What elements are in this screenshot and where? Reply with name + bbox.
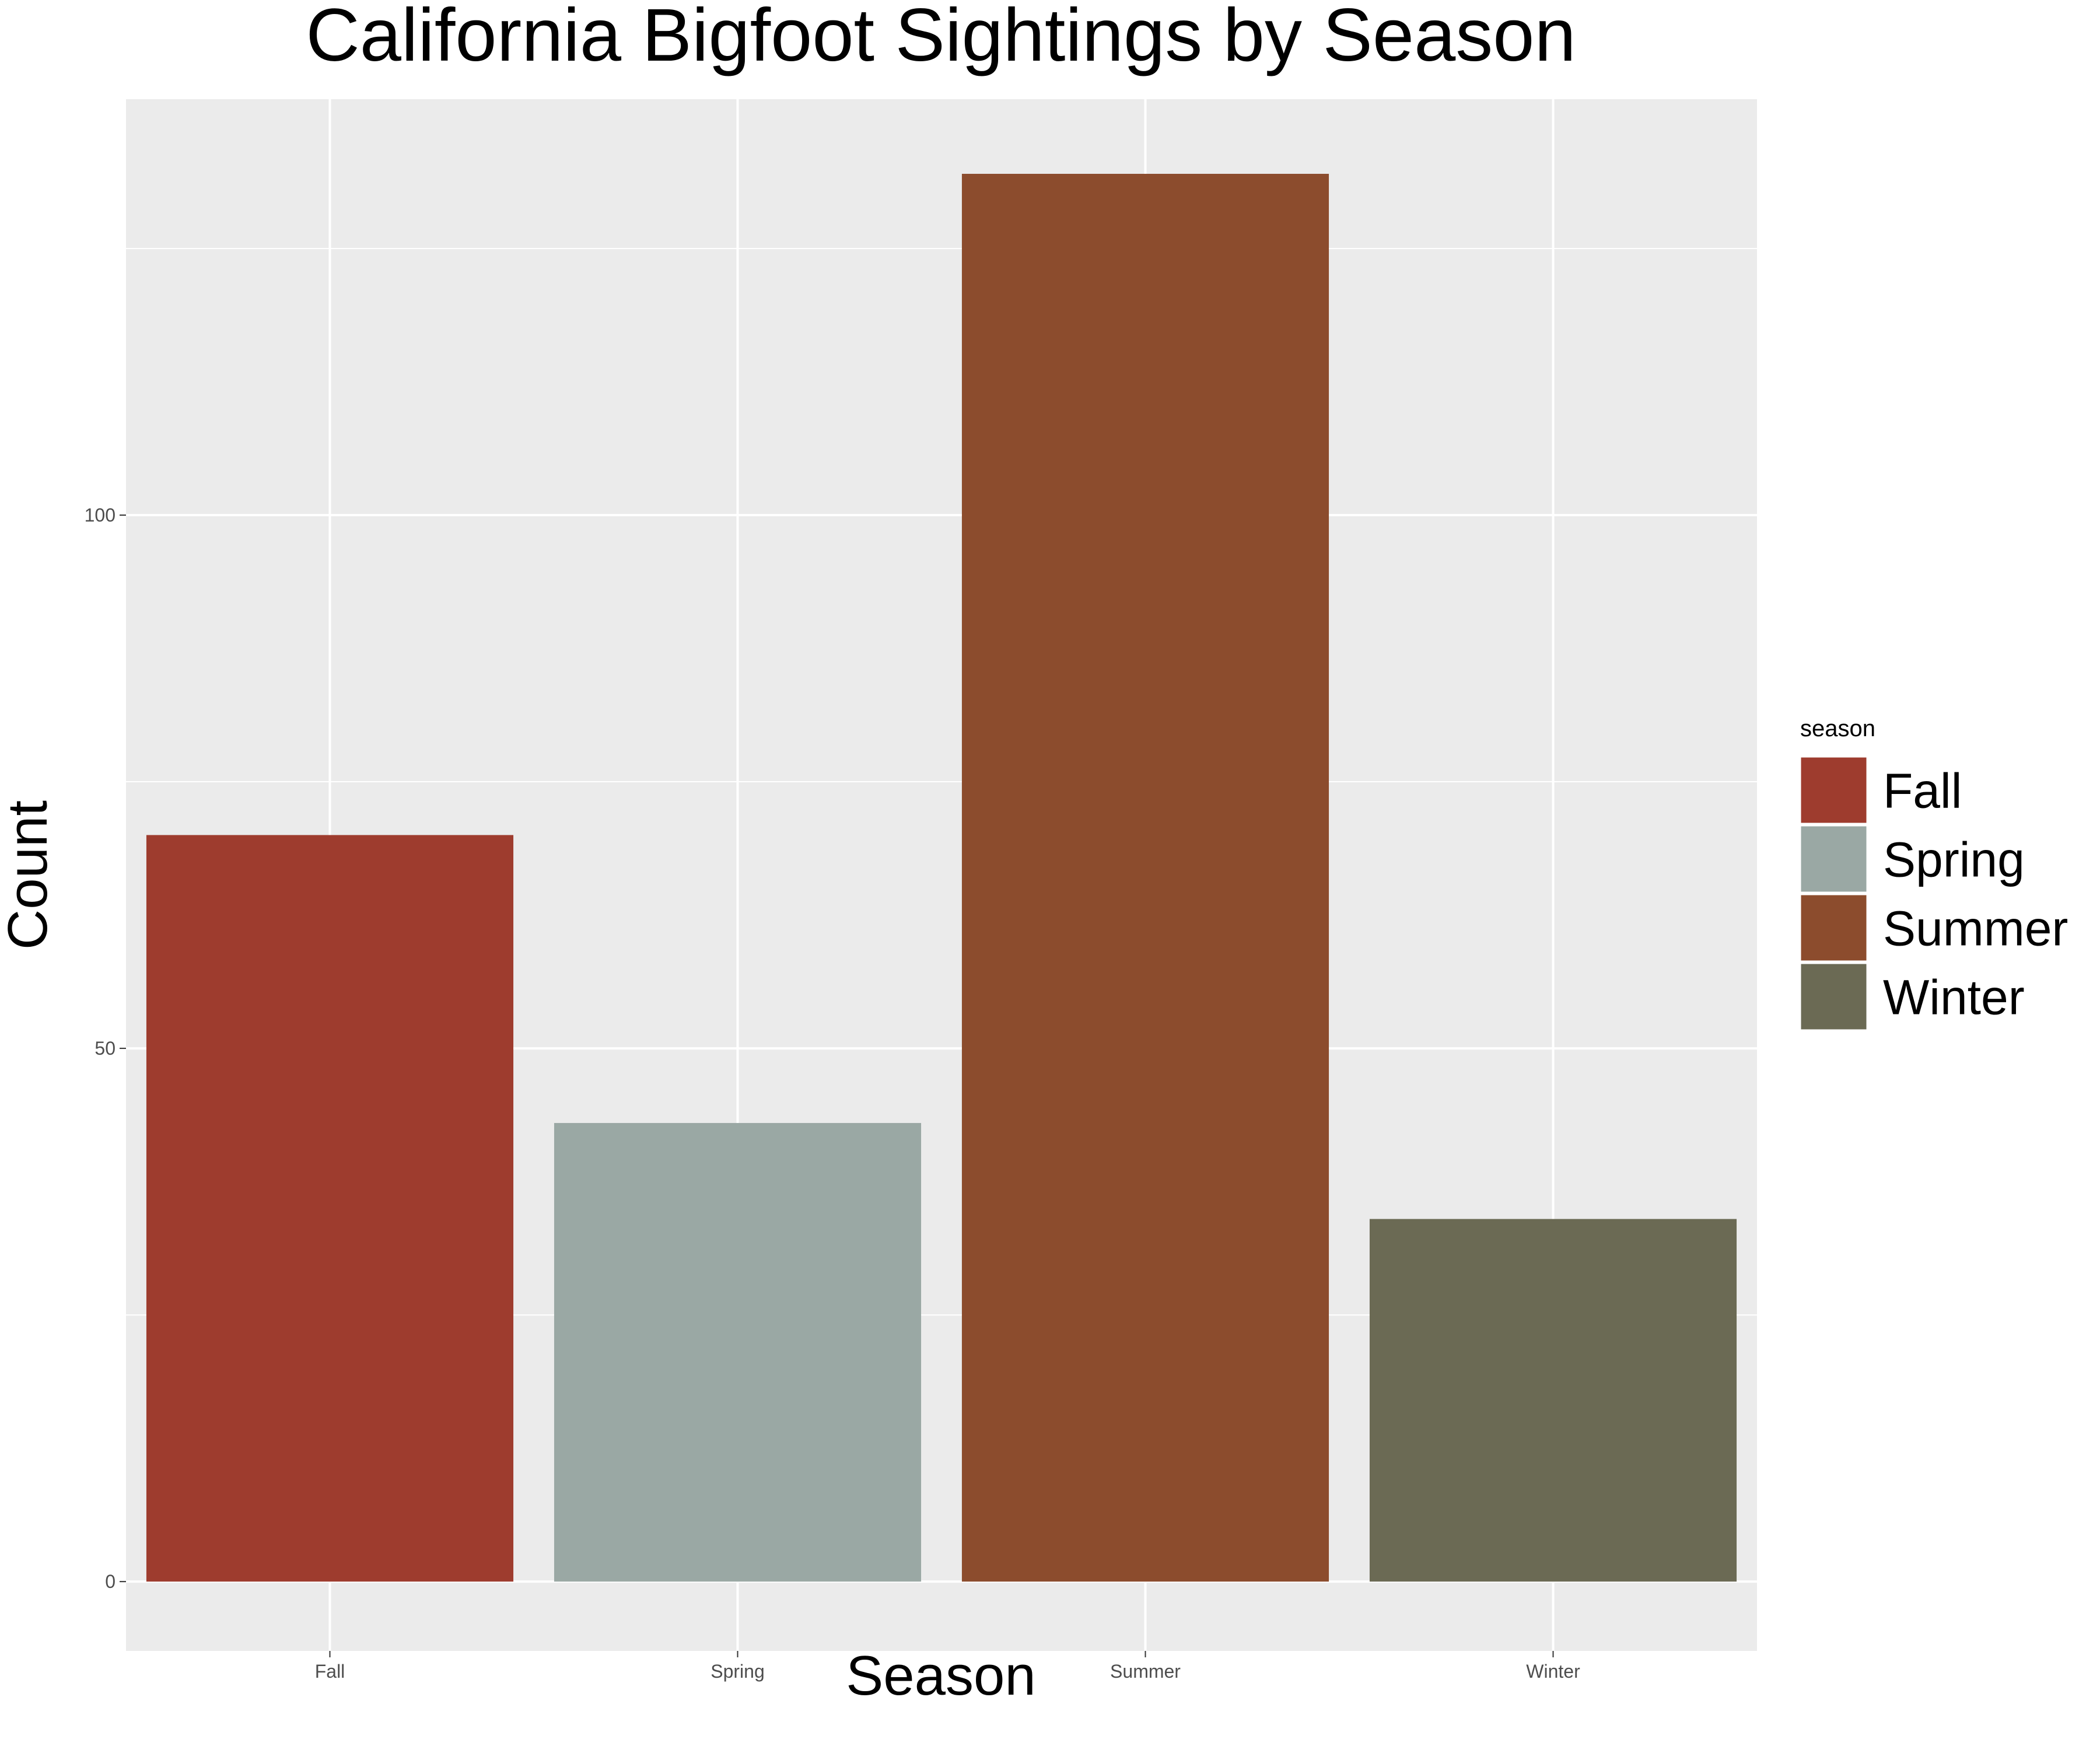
chart-title: California Bigfoot Sightings by Season — [306, 0, 1576, 77]
x-axis-title: Season — [846, 1644, 1036, 1707]
x-tick-label: Summer — [1110, 1661, 1181, 1682]
y-tick-label: 50 — [94, 1038, 116, 1059]
y-axis-title: Count — [0, 800, 59, 950]
y-axis: 0 50 100 — [85, 505, 126, 1592]
legend-key-winter — [1799, 962, 1868, 1031]
bars — [146, 173, 1737, 1582]
legend-label: Winter — [1883, 970, 2025, 1025]
y-tick-label: 0 — [105, 1571, 116, 1592]
bar-spring — [554, 1123, 922, 1582]
legend-title: season — [1800, 716, 1875, 741]
legend-key-summer — [1799, 893, 1868, 963]
legend-label: Summer — [1883, 901, 2068, 956]
legend-key-spring — [1799, 824, 1868, 894]
x-tick-label: Winter — [1526, 1661, 1580, 1682]
legend-label: Fall — [1883, 764, 1962, 818]
x-axis: Fall Spring Summer Winter — [315, 1651, 1580, 1682]
x-tick-label: Fall — [315, 1661, 345, 1682]
x-tick-label: Spring — [710, 1661, 765, 1682]
bar-fall — [146, 835, 514, 1582]
legend-key-fall — [1799, 755, 1868, 825]
bar-winter — [1369, 1219, 1737, 1582]
y-tick-label: 100 — [85, 505, 116, 526]
legend-label: Spring — [1883, 832, 2025, 887]
legend: season Fall Spring Summer Winter — [1799, 716, 2068, 1031]
bar-summer — [961, 173, 1329, 1582]
